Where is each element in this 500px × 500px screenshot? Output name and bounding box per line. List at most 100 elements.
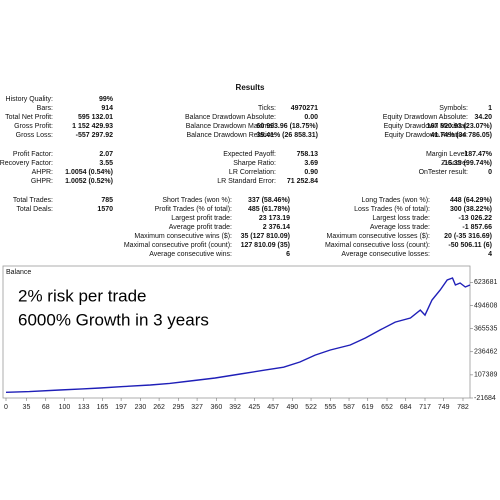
stat-value: 99% — [99, 96, 114, 103]
stat-label: Average consecutive wins: — [149, 251, 232, 258]
stat-value: 0.00 — [304, 114, 318, 121]
stat-value: 71 252.84 — [287, 178, 318, 185]
stat-value: 0.90 — [304, 169, 318, 176]
stat-label: Long Trades (won %): — [362, 197, 431, 204]
stat-label: Equity Drawdown Absolute: — [383, 114, 468, 121]
stat-label: Margin Level: — [426, 151, 468, 158]
balance-line — [5, 277, 471, 393]
x-tick-label: 35 — [23, 404, 31, 411]
stat-label: Z-Score: — [441, 160, 468, 167]
stat-value: 485 (61.78%) — [248, 206, 290, 213]
stat-value: 1.0054 (0.54%) — [65, 169, 113, 176]
x-tick-label: 392 — [229, 404, 241, 411]
stat-label: Ticks: — [258, 105, 276, 112]
stat-value: 4 — [488, 251, 492, 258]
x-tick-label: 262 — [153, 404, 165, 411]
stat-value: 2 376.14 — [263, 224, 290, 231]
stat-value: 6 — [286, 251, 290, 258]
stat-value: 1570 — [97, 206, 113, 213]
stat-value: 758.13 — [297, 151, 319, 158]
stat-label: History Quality: — [6, 96, 54, 103]
x-tick-label: 295 — [173, 404, 185, 411]
stat-label: Bars: — [37, 105, 53, 112]
stat-label: Expected Payoff: — [223, 151, 276, 158]
stat-value: 167 820.93 (23.07%) — [427, 123, 492, 130]
stat-label: Gross Loss: — [16, 132, 53, 139]
stat-label: Largest loss trade: — [372, 215, 430, 222]
x-tick-label: 717 — [419, 404, 431, 411]
chart-frame — [2, 265, 471, 399]
stat-label: Maximum consecutive wins ($): — [134, 233, 232, 240]
stat-label: LR Correlation: — [229, 169, 276, 176]
x-tick-label: 684 — [400, 404, 412, 411]
x-tick-label: 522 — [305, 404, 317, 411]
stat-value: 337 (58.46%) — [248, 197, 290, 204]
stat-value: -557 297.92 — [76, 132, 113, 139]
stat-value: 3.55 — [99, 160, 113, 167]
x-tick-label: 749 — [438, 404, 450, 411]
stat-label: OnTester result: — [419, 169, 468, 176]
annotation: 2% risk per trade — [18, 286, 147, 305]
stat-label: Total Net Profit: — [5, 114, 53, 121]
stat-value: 23 173.19 — [259, 215, 290, 222]
x-tick-label: 133 — [78, 404, 90, 411]
x-tick-label: 327 — [191, 404, 203, 411]
stat-label: Balance Drawdown Maximal: — [186, 123, 276, 130]
x-tick-label: 587 — [343, 404, 355, 411]
stat-value: 35 (127 810.09) — [241, 233, 290, 240]
stat-value: 60 993.96 (18.75%) — [257, 123, 319, 130]
stat-value: -16.35 (99.74%) — [442, 160, 492, 167]
stat-value: 300 (38.22%) — [450, 206, 492, 213]
stat-value: 20 (-35 316.69) — [444, 233, 492, 240]
stat-label: Total Trades: — [13, 197, 53, 204]
stat-label: LR Standard Error: — [217, 178, 276, 185]
x-tick-label: 490 — [287, 404, 299, 411]
x-tick-label: 457 — [267, 404, 279, 411]
stat-value: 1 152 429.93 — [72, 123, 113, 130]
y-tick-label: 623681 — [474, 279, 497, 286]
stat-label: Average consecutive losses: — [341, 251, 430, 258]
stat-label: Maximal consecutive profit (count): — [124, 242, 232, 249]
stat-value: 448 (64.29%) — [450, 197, 492, 204]
stat-value: -50 506.11 (6) — [448, 242, 492, 249]
stat-label: Loss Trades (% of total): — [354, 206, 430, 213]
x-tick-label: 425 — [249, 404, 261, 411]
chart-title: Balance — [6, 269, 31, 276]
stat-value: 34.20 — [474, 114, 492, 121]
stat-label: Equity Drawdown Maximal: — [384, 123, 468, 130]
stat-value: 4970271 — [291, 105, 318, 112]
annotation: 6000% Growth in 3 years — [18, 310, 209, 329]
stat-label: Equity Drawdown Relative: — [384, 132, 468, 139]
stat-label: Recovery Factor: — [0, 160, 53, 167]
stat-value: 41.74% (34 786.05) — [431, 132, 493, 139]
x-tick-label: 782 — [457, 404, 469, 411]
stat-label: Balance Drawdown Relative: — [187, 132, 277, 139]
stat-label: Maximum consecutive losses ($): — [327, 233, 431, 240]
results-title: Results — [236, 83, 265, 92]
x-tick-label: 165 — [97, 404, 109, 411]
stat-value: 0 — [488, 169, 492, 176]
x-tick-label: 360 — [211, 404, 223, 411]
stat-value: 1.0052 (0.52%) — [65, 178, 113, 185]
stat-value: -13 026.22 — [459, 215, 493, 222]
stat-label: Sharpe Ratio: — [233, 160, 276, 167]
stat-label: Balance Drawdown Absolute: — [185, 114, 276, 121]
stat-value: 595 132.01 — [78, 114, 113, 121]
y-tick-label: 236462 — [474, 349, 497, 356]
stat-label: Average loss trade: — [370, 224, 430, 231]
x-tick-label: 555 — [324, 404, 336, 411]
stat-value: 127 810.09 (35) — [241, 242, 290, 249]
stat-label: Gross Profit: — [14, 123, 53, 130]
stat-label: Total Deals: — [16, 206, 53, 213]
stat-label: GHPR: — [31, 178, 53, 185]
stat-value: -1 857.66 — [462, 224, 492, 231]
stat-label: Profit Factor: — [13, 151, 53, 158]
x-tick-label: 652 — [381, 404, 393, 411]
stat-label: Average profit trade: — [169, 224, 232, 231]
stat-value: 3.69 — [304, 160, 318, 167]
stat-value: 187.47% — [464, 151, 492, 158]
x-tick-label: 230 — [135, 404, 147, 411]
y-tick-label: 365535 — [474, 325, 497, 332]
stat-label: Largest profit trade: — [171, 215, 232, 222]
stat-value: 2.07 — [99, 151, 113, 158]
